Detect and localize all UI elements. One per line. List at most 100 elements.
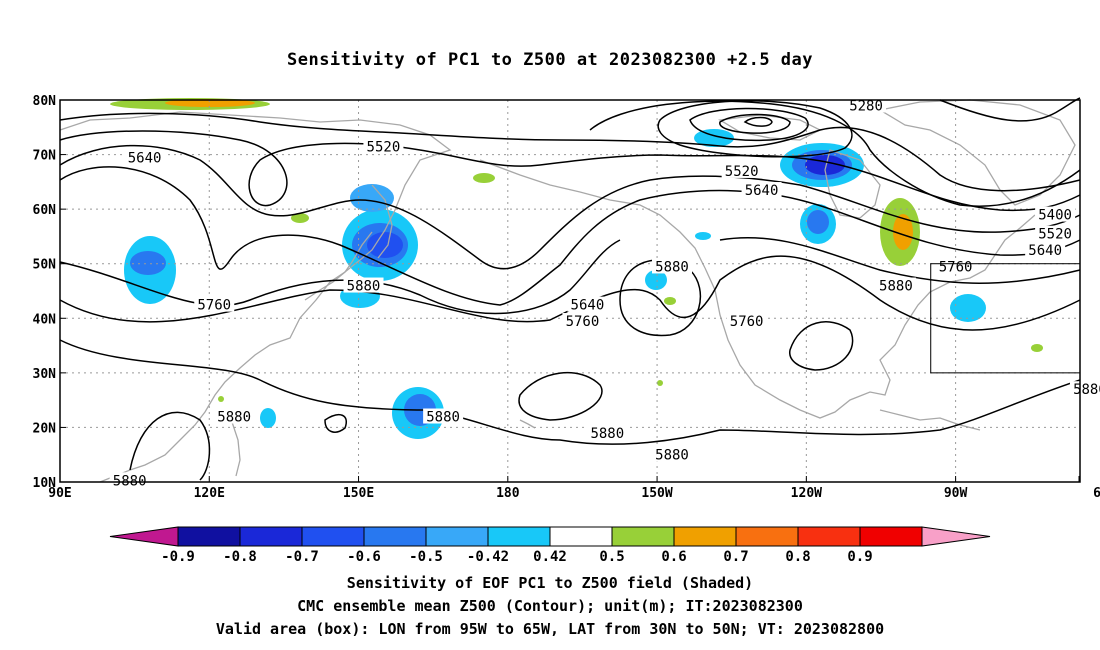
caption-shading: Sensitivity of EOF PC1 to Z500 field (Sh… <box>346 574 754 592</box>
z500-contour-5400 <box>657 100 853 158</box>
colorbar-label: -0.7 <box>285 549 319 565</box>
contour-label: 5880 <box>655 448 689 464</box>
contour-label: 5640 <box>745 183 779 199</box>
caption-valid-area: Valid area (box): LON from 95W to 65W, L… <box>215 620 885 638</box>
map-frame <box>59 99 1081 483</box>
colorbar-swatch <box>611 526 675 547</box>
contour-label-background <box>1069 381 1100 397</box>
greenland-coastline <box>878 99 1076 206</box>
colorbar-low-end <box>109 526 179 547</box>
contour-label: 5760 <box>730 314 764 330</box>
z500-contour-5880 <box>129 411 211 481</box>
z500-contour-5880 <box>518 372 603 421</box>
colorbar: -0.9 -0.8 -0.7 -0.6 -0.5 -0.42 0.42 0.5 0.6 0.7 0.… <box>109 526 991 565</box>
hawaii-coastline <box>519 419 536 429</box>
colorbar-swatch <box>797 526 861 547</box>
z500-contour-5760 <box>59 239 621 315</box>
colorbar-label: -0.42 <box>467 549 509 565</box>
contour-label: 5880 <box>426 410 460 426</box>
colorbar-label: 0.7 <box>723 549 748 565</box>
kamchatka-coastline <box>371 184 393 259</box>
contour-label-background <box>726 313 767 329</box>
lat-tick-label: 80N <box>33 94 57 109</box>
contour-label: 5760 <box>566 314 600 330</box>
negative-sensitivity-patch <box>367 232 403 258</box>
positive-sensitivity-patch <box>893 214 913 250</box>
lon-tick-label: 90E <box>48 486 71 501</box>
contour-label: 5880 <box>590 426 624 442</box>
contour-label: 5520 <box>725 164 759 180</box>
positive-sensitivity-patch <box>664 297 676 305</box>
negative-sensitivity-patch <box>807 210 829 234</box>
contour-label-background <box>363 138 404 154</box>
contour-label-background <box>343 277 384 293</box>
colorbar-swatch <box>487 526 551 547</box>
contour-label-background <box>741 182 782 198</box>
contour-label-background <box>935 258 976 274</box>
z500-contour-5760 <box>719 236 1081 284</box>
sensitivity-shading <box>110 98 1043 439</box>
colorbar-swatch <box>239 526 303 547</box>
lon-tick-label: 150E <box>343 486 374 501</box>
caribbean-coastline <box>879 409 981 431</box>
axis-tick-labels: 90E 120E 150E 180 150W 120W 90W 60W 80N 70N 60N 50N… <box>33 94 1100 501</box>
lon-tick-label: 150W <box>641 486 672 501</box>
z500-contour-5280 <box>719 113 791 134</box>
z500-contour-5280 <box>743 116 773 127</box>
negative-sensitivity-patch <box>260 408 276 428</box>
contour-label: 5640 <box>1028 243 1062 259</box>
lat-tick-label: 60N <box>33 203 57 218</box>
colorbar-label: 0.9 <box>847 549 872 565</box>
contour-label: 5640 <box>571 298 605 314</box>
negative-sensitivity-patch <box>694 129 734 147</box>
map-title: Sensitivity of PC1 to Z500 at 2023082300… <box>286 50 813 70</box>
hudson-bay-coastline <box>824 149 881 219</box>
contour-label-background <box>214 408 255 424</box>
colorbar-label: -0.8 <box>223 549 257 565</box>
contour-label-background <box>1025 242 1066 258</box>
contour-label: 5280 <box>849 98 883 114</box>
z500-contour-5400 <box>939 97 1081 122</box>
z500-contour-5640 <box>59 166 1081 306</box>
lat-lon-grid <box>60 100 1080 482</box>
coastlines <box>59 99 1076 483</box>
contour-label-background <box>652 258 692 274</box>
contour-labels: 5280552056405520564054005520564057605880… <box>109 97 1100 489</box>
lon-tick-label: 120W <box>791 486 822 501</box>
colorbar-label: -0.5 <box>409 549 443 565</box>
positive-sensitivity-patch <box>165 99 255 107</box>
colorbar-label: 0.5 <box>599 549 624 565</box>
negative-sensitivity-patch <box>350 184 394 212</box>
colorbar-swatch <box>549 526 613 547</box>
positive-sensitivity-patch <box>1031 344 1043 352</box>
lon-tick-label: 180 <box>496 486 520 501</box>
z500-contour-5760 <box>619 259 701 337</box>
colorbar-label: 0.8 <box>785 549 810 565</box>
contour-label: 5760 <box>939 259 973 275</box>
colorbar-swatch <box>859 526 923 547</box>
negative-sensitivity-patch <box>645 270 667 290</box>
contour-label: 5400 <box>1038 208 1072 224</box>
positive-sensitivity-patch <box>291 213 309 223</box>
contour-label-background <box>1035 225 1076 241</box>
contour-label-background <box>721 162 762 178</box>
lat-tick-label: 70N <box>33 149 57 164</box>
z500-contour-5400 <box>589 100 1081 207</box>
positive-sensitivity-patch <box>218 396 224 402</box>
z500-contour-5640 <box>59 144 1081 270</box>
z500-contour-5520 <box>59 130 1081 212</box>
lon-tick-label: 120E <box>194 486 225 501</box>
positive-sensitivity-patch <box>473 173 495 183</box>
philippines-coastline <box>231 421 241 477</box>
colorbar-swatch <box>363 526 427 547</box>
contour-label-background <box>587 424 628 440</box>
contour-label: 5880 <box>879 279 913 295</box>
contour-label-background <box>846 97 887 113</box>
colorbar-swatch <box>301 526 365 547</box>
z500-contour-5880 <box>324 413 347 433</box>
contour-label: 5880 <box>1073 382 1100 398</box>
z500-contour-5880 <box>59 255 1081 331</box>
colorbar-swatch <box>673 526 737 547</box>
caption-contour: CMC ensemble mean Z500 (Contour); unit(m… <box>297 597 803 615</box>
